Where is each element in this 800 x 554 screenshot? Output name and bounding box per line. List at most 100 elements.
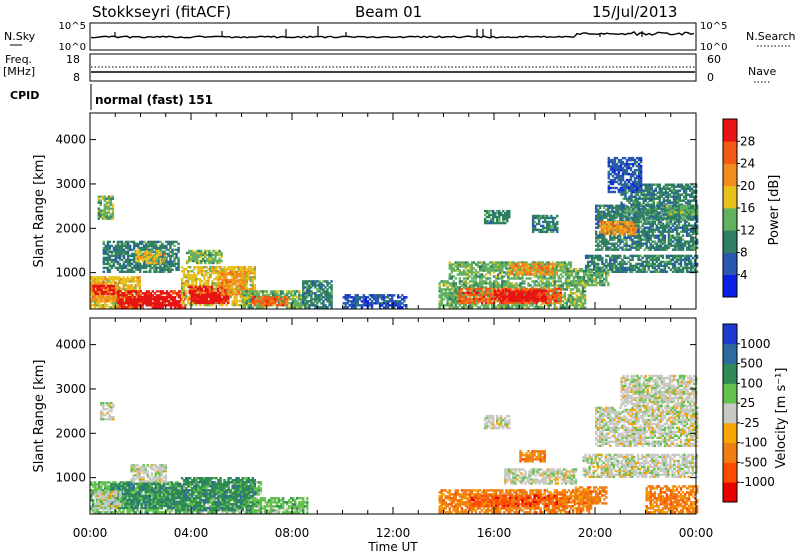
- heatmap-cell: [553, 271, 556, 274]
- heatmap-cell: [657, 258, 660, 262]
- heatmap-cell: [187, 283, 190, 287]
- heatmap-cell: [530, 299, 533, 302]
- heatmap-cell: [187, 280, 190, 283]
- heatmap-cell: [328, 292, 331, 295]
- heatmap-cell: [155, 299, 159, 303]
- heatmap-cell: [482, 282, 486, 285]
- heatmap-cell: [595, 236, 598, 239]
- heatmap-cell: [513, 284, 516, 287]
- heatmap-cell: [565, 304, 569, 307]
- heatmap-cell: [466, 261, 470, 264]
- heatmap-cell: [647, 268, 650, 271]
- heatmap-cell: [110, 286, 113, 289]
- heatmap-cell: [135, 306, 138, 309]
- heatmap-cell: [151, 257, 154, 261]
- heatmap-cell: [107, 205, 111, 208]
- heatmap-cell: [454, 265, 457, 268]
- heatmap-cell: [581, 298, 585, 301]
- heatmap-cell: [456, 302, 459, 305]
- heatmap-cell: [290, 298, 293, 301]
- heatmap-cell: [292, 302, 295, 305]
- heatmap-cell: [245, 295, 248, 299]
- heatmap-cell: [595, 240, 598, 243]
- heatmap-cell: [476, 282, 480, 285]
- heatmap-cell: [597, 226, 600, 229]
- heatmap-cell: [171, 248, 174, 252]
- heatmap-cell: [567, 298, 571, 301]
- heatmap-cell: [580, 268, 584, 271]
- heatmap-cell: [517, 270, 520, 274]
- heatmap-cell: [566, 268, 570, 271]
- heatmap-cell: [460, 280, 464, 283]
- heatmap-cell: [555, 299, 558, 303]
- heatmap-cell: [235, 282, 238, 285]
- heatmap-cell: [225, 280, 228, 284]
- heatmap-cell: [194, 301, 197, 305]
- heatmap-cell: [466, 265, 470, 268]
- heatmap-cell: [157, 303, 161, 307]
- heatmap-cell: [122, 288, 125, 291]
- heatmap-cell: [106, 298, 109, 301]
- heatmap-cell: [474, 291, 478, 295]
- heatmap-cell: [122, 280, 125, 283]
- heatmap-cell: [655, 254, 658, 258]
- heatmap-cell: [223, 291, 226, 295]
- heatmap-cell: [539, 270, 542, 274]
- heatmap-cell: [543, 264, 546, 268]
- heatmap-cell: [595, 244, 598, 247]
- heatmap-cell: [153, 255, 156, 259]
- heatmap-cell: [458, 297, 461, 301]
- heatmap-cell: [555, 272, 558, 276]
- heatmap-cell: [499, 265, 502, 268]
- heatmap-cell: [206, 249, 209, 253]
- heatmap-cell: [221, 284, 224, 288]
- heatmap-cell: [120, 240, 124, 244]
- heatmap-cell: [484, 291, 488, 295]
- heatmap-cell: [194, 289, 197, 293]
- heatmap-cell: [209, 266, 212, 269]
- heatmap-cell: [511, 291, 514, 294]
- heatmap-cell: [533, 282, 536, 285]
- heatmap-cell: [458, 299, 461, 303]
- heatmap-cell: [195, 280, 198, 283]
- heatmap-cell: [223, 293, 226, 297]
- heatmap-cell: [543, 284, 546, 287]
- heatmap-cell: [261, 306, 265, 309]
- heatmap-cell: [147, 297, 150, 301]
- heatmap-cell: [239, 274, 242, 278]
- heatmap-cell: [557, 293, 560, 297]
- heatmap-cell: [500, 293, 503, 296]
- heatmap-cell: [207, 268, 210, 271]
- heatmap-cell: [544, 297, 547, 300]
- heatmap-cell: [597, 222, 600, 225]
- heatmap-cell: [269, 299, 273, 303]
- heatmap-cell: [629, 266, 632, 270]
- heatmap-cell: [588, 268, 592, 271]
- heatmap-cell: [239, 278, 242, 282]
- heatmap-cell: [555, 287, 558, 291]
- heatmap-cell: [595, 218, 598, 221]
- heatmap-cell: [645, 258, 648, 262]
- heatmap-cell: [609, 264, 612, 268]
- heatmap-cell: [605, 246, 608, 249]
- heatmap-cell: [480, 295, 484, 299]
- heatmap-cell: [573, 292, 577, 295]
- heatmap-cell: [169, 258, 172, 262]
- heatmap-cell: [625, 268, 628, 271]
- heatmap-cell: [247, 294, 250, 297]
- heatmap-cell: [161, 306, 165, 309]
- heatmap-cell: [247, 287, 250, 291]
- heatmap-cell: [138, 288, 141, 291]
- heatmap-cell: [235, 290, 238, 294]
- heatmap-cell: [190, 299, 193, 303]
- heatmap-cell: [200, 261, 203, 265]
- heatmap-cell: [591, 276, 594, 279]
- heatmap-cell: [521, 297, 524, 300]
- heatmap-cell: [591, 283, 594, 287]
- heatmap-cell: [671, 258, 675, 262]
- heatmap-cell: [493, 271, 496, 274]
- heatmap-cell: [537, 306, 540, 309]
- heatmap-cell: [125, 306, 128, 309]
- heatmap-cell: [149, 268, 152, 271]
- heatmap-cell: [500, 295, 503, 298]
